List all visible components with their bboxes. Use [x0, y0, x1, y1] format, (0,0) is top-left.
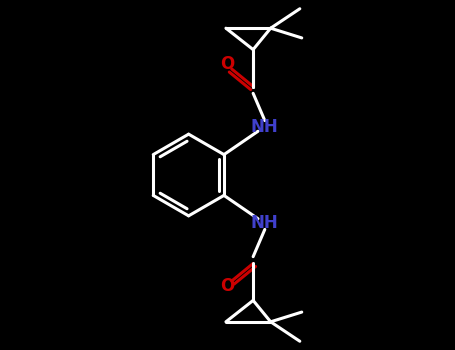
Text: O: O — [220, 277, 234, 295]
Text: NH: NH — [251, 118, 278, 136]
Text: O: O — [220, 55, 234, 73]
Text: NH: NH — [251, 214, 278, 232]
